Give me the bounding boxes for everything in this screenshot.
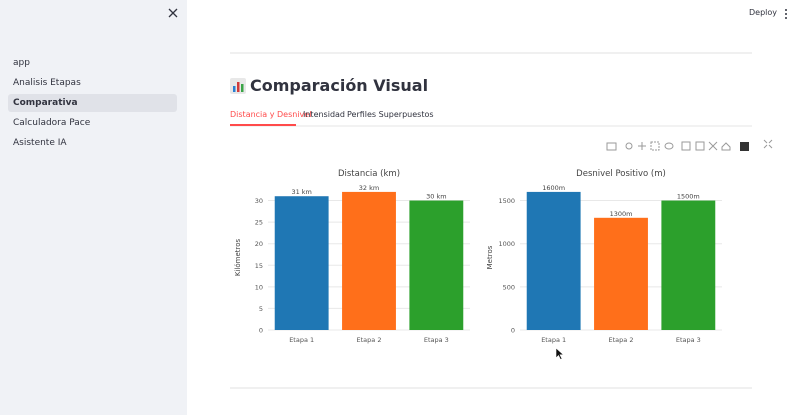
data-label: 32 km	[359, 184, 379, 192]
tab[interactable]: Perfiles Superpuestos	[347, 110, 434, 119]
bar	[661, 200, 716, 330]
chart-title: Distancia (km)	[338, 169, 400, 179]
x-tick-label: Etapa 3	[676, 336, 701, 344]
y-axis-label: Kilómetros	[234, 239, 242, 277]
data-label: 1600m	[542, 184, 565, 192]
bar	[526, 191, 581, 330]
x-tick-label: Etapa 2	[357, 336, 382, 344]
menu-icon[interactable]	[784, 8, 788, 20]
bar	[274, 196, 329, 330]
page-title: Comparación Visual	[250, 76, 429, 95]
x-tick-label: Etapa 1	[541, 336, 566, 344]
y-tick-label: 20	[255, 240, 263, 248]
bar	[409, 200, 464, 330]
tab[interactable]: Intensidad	[303, 110, 346, 119]
sidebar: app Analisis Etapas Comparativa Calculadora…	[0, 0, 187, 415]
tab[interactable]: Distancia y Desnivel	[230, 110, 312, 119]
x-tick-label: Etapa 1	[289, 336, 314, 344]
data-label: 30 km	[426, 193, 446, 201]
y-tick-label: 10	[255, 283, 263, 291]
nav-item[interactable]: Calculadora Pace	[13, 118, 91, 128]
y-tick-label: 0	[259, 327, 263, 335]
x-tick-label: Etapa 3	[424, 336, 449, 344]
y-tick-label: 1500	[498, 197, 515, 205]
data-label: 1500m	[677, 193, 700, 201]
plot-toolbar[interactable]	[606, 139, 773, 151]
data-label: 31 km	[291, 188, 311, 196]
y-tick-label: 30	[255, 197, 263, 205]
bar	[342, 191, 396, 330]
nav-item[interactable]: Analisis Etapas	[13, 78, 81, 88]
chart-emoji	[230, 78, 246, 94]
deploy-button[interactable]: Deploy	[749, 8, 778, 17]
bar	[594, 217, 648, 330]
tab-underline	[230, 124, 296, 126]
y-tick-label: 25	[255, 219, 263, 227]
chart-title: Desnivel Positivo (m)	[576, 169, 666, 179]
data-label: 1300m	[610, 210, 633, 218]
y-tick-label: 5	[259, 305, 263, 313]
y-axis-label: Metros	[486, 245, 494, 269]
x-tick-label: Etapa 2	[609, 336, 634, 344]
y-tick-label: 1000	[498, 240, 515, 248]
cursor	[555, 347, 565, 360]
y-tick-label: 0	[511, 327, 515, 335]
nav-item[interactable]: Asistente IA	[13, 138, 67, 148]
nav-item[interactable]: app	[13, 58, 30, 68]
y-tick-label: 500	[503, 283, 515, 291]
y-tick-label: 15	[255, 262, 263, 270]
close-icon[interactable]	[168, 8, 178, 18]
nav-item[interactable]: Comparativa	[8, 94, 177, 112]
